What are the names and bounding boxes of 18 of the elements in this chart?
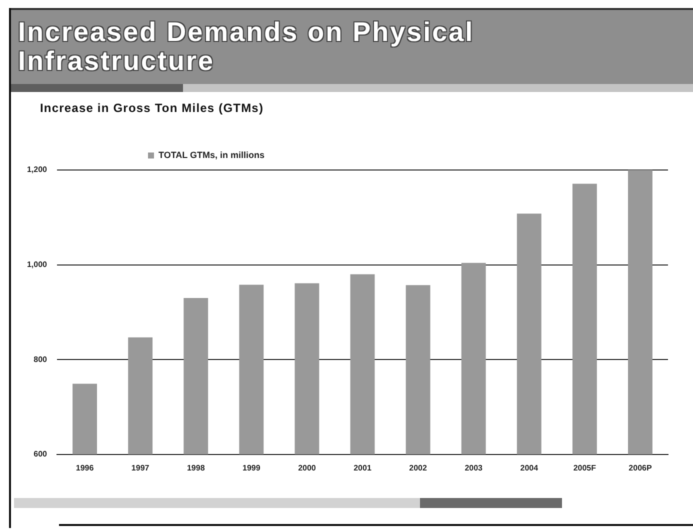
x-tick-label: 2005F	[573, 463, 596, 472]
chart-subtitle: Increase in Gross Ton Miles (GTMs)	[40, 101, 264, 115]
y-tick-label: 1,200	[26, 165, 48, 174]
x-tick-label: 1996	[76, 463, 94, 472]
x-tick-label: 2001	[354, 463, 372, 472]
x-tick-label: 2002	[409, 463, 428, 472]
y-tick-label: 600	[34, 450, 48, 459]
y-tick-label: 1,000	[26, 260, 48, 270]
x-tick-label: 2006P	[628, 463, 652, 472]
x-tick-label: 1999	[242, 463, 261, 472]
x-tick-label: 1998	[186, 463, 206, 472]
legend-label: TOTAL GTMs, in millions	[158, 150, 265, 160]
x-tick-label: 2003	[464, 463, 484, 472]
y-tick-label: 800	[34, 354, 48, 364]
x-tick-label: 1997	[131, 463, 150, 472]
chart-title: Increased Demands on Physical Infrastructure	[18, 17, 476, 76]
x-tick-label: 2004	[520, 463, 539, 472]
x-tick-label: 2000	[298, 463, 316, 472]
